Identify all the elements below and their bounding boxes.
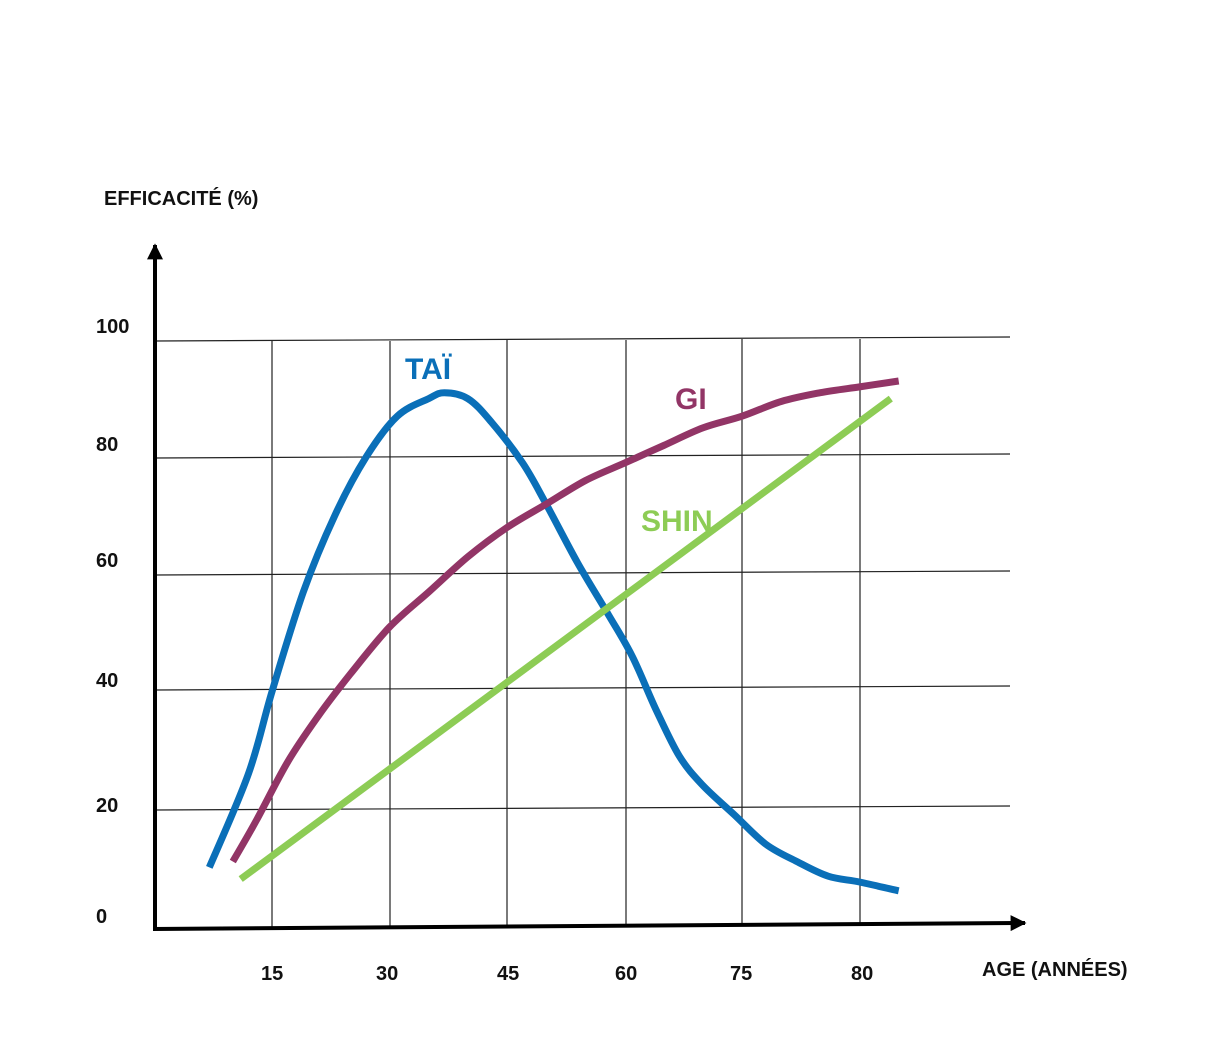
gridline-h-100 <box>154 336 1011 342</box>
x-tick-label: 60 <box>615 963 637 985</box>
grid <box>154 336 1011 928</box>
series-label-tai: TAÏ <box>405 353 452 386</box>
series-line-gi <box>229 377 900 864</box>
series-layer <box>206 377 900 895</box>
series-line-shin <box>238 395 893 882</box>
series-line-tai <box>206 389 900 895</box>
gridline-h-80 <box>154 453 1011 459</box>
gridline-h-20 <box>154 805 1011 811</box>
series-label-shin: SHIN <box>641 505 713 538</box>
x-axis-title: AGE (ANNÉES) <box>982 958 1128 981</box>
y-axis-title: EFFICACITÉ (%) <box>104 187 258 210</box>
y-tick-label: 60 <box>96 550 118 572</box>
x-tick-label: 30 <box>376 963 398 985</box>
y-tick-label: 20 <box>96 795 118 817</box>
series-label-gi: GI <box>675 383 707 416</box>
y-tick-labels: 0 20 40 60 80 100 <box>96 316 129 928</box>
x-tick-labels: 15 30 45 60 75 80 <box>261 963 873 985</box>
x-tick-label: 75 <box>730 963 752 985</box>
x-tick-label: 45 <box>497 963 519 985</box>
x-tick-label: 80 <box>851 963 873 985</box>
y-tick-label: 80 <box>96 434 118 456</box>
y-tick-label: 100 <box>96 316 129 338</box>
y-tick-label: 40 <box>96 670 118 692</box>
y-tick-label: 0 <box>96 906 107 928</box>
x-tick-label: 15 <box>261 963 283 985</box>
gridline-h-40 <box>154 685 1011 691</box>
x-axis <box>152 915 1027 932</box>
